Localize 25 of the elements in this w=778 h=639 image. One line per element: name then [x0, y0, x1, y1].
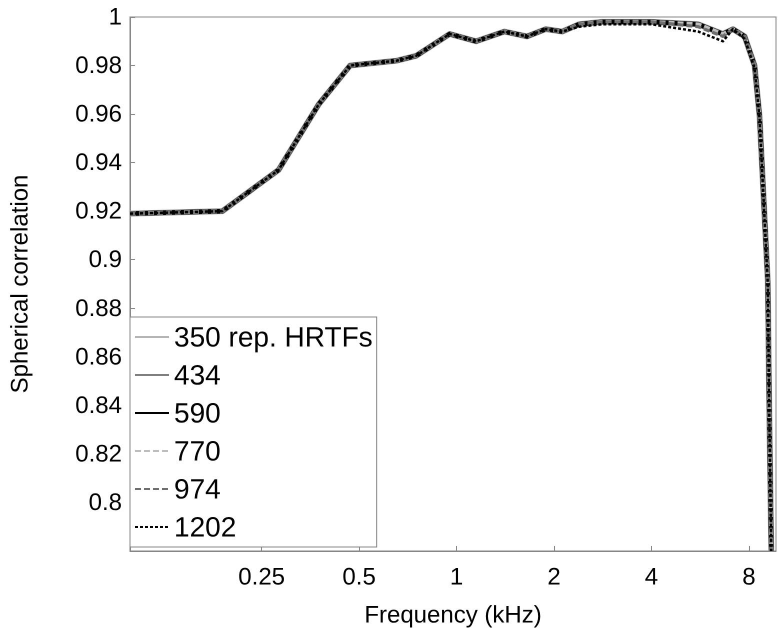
x-tick-label: 4	[644, 564, 658, 590]
legend-label: 770	[174, 436, 221, 466]
y-tick-label: 0.82	[75, 440, 122, 468]
legend-label: 974	[174, 474, 221, 504]
x-axis-title: Frequency (kHz)	[364, 602, 542, 628]
y-axis-title: Spherical correlation	[6, 174, 34, 394]
x-tick-label: 8	[742, 564, 756, 590]
y-tick-label: 0.86	[75, 343, 122, 370]
x-tick-label: 2	[547, 564, 561, 590]
legend-label: 350 rep. HRTFs	[174, 322, 373, 352]
legend-label: 434	[174, 360, 221, 390]
y-tick-label: 0.96	[75, 100, 122, 128]
y-tick-label: 0.88	[75, 294, 122, 322]
x-tick-label: 0.25	[238, 564, 286, 590]
y-tick-label: 0.9	[88, 246, 122, 274]
legend-label: 590	[174, 398, 221, 428]
x-tick-label: 0.5	[342, 564, 376, 590]
y-tick-label: 0.84	[75, 392, 122, 419]
y-tick-label: 1	[108, 4, 122, 30]
y-tick-label: 0.94	[75, 149, 122, 176]
x-tick-label: 1	[450, 564, 464, 590]
y-tick-label: 0.98	[75, 52, 122, 80]
y-tick-label: 0.92	[75, 198, 122, 225]
legend-label: 1202	[174, 512, 236, 542]
y-tick-label: 0.8	[88, 488, 122, 516]
